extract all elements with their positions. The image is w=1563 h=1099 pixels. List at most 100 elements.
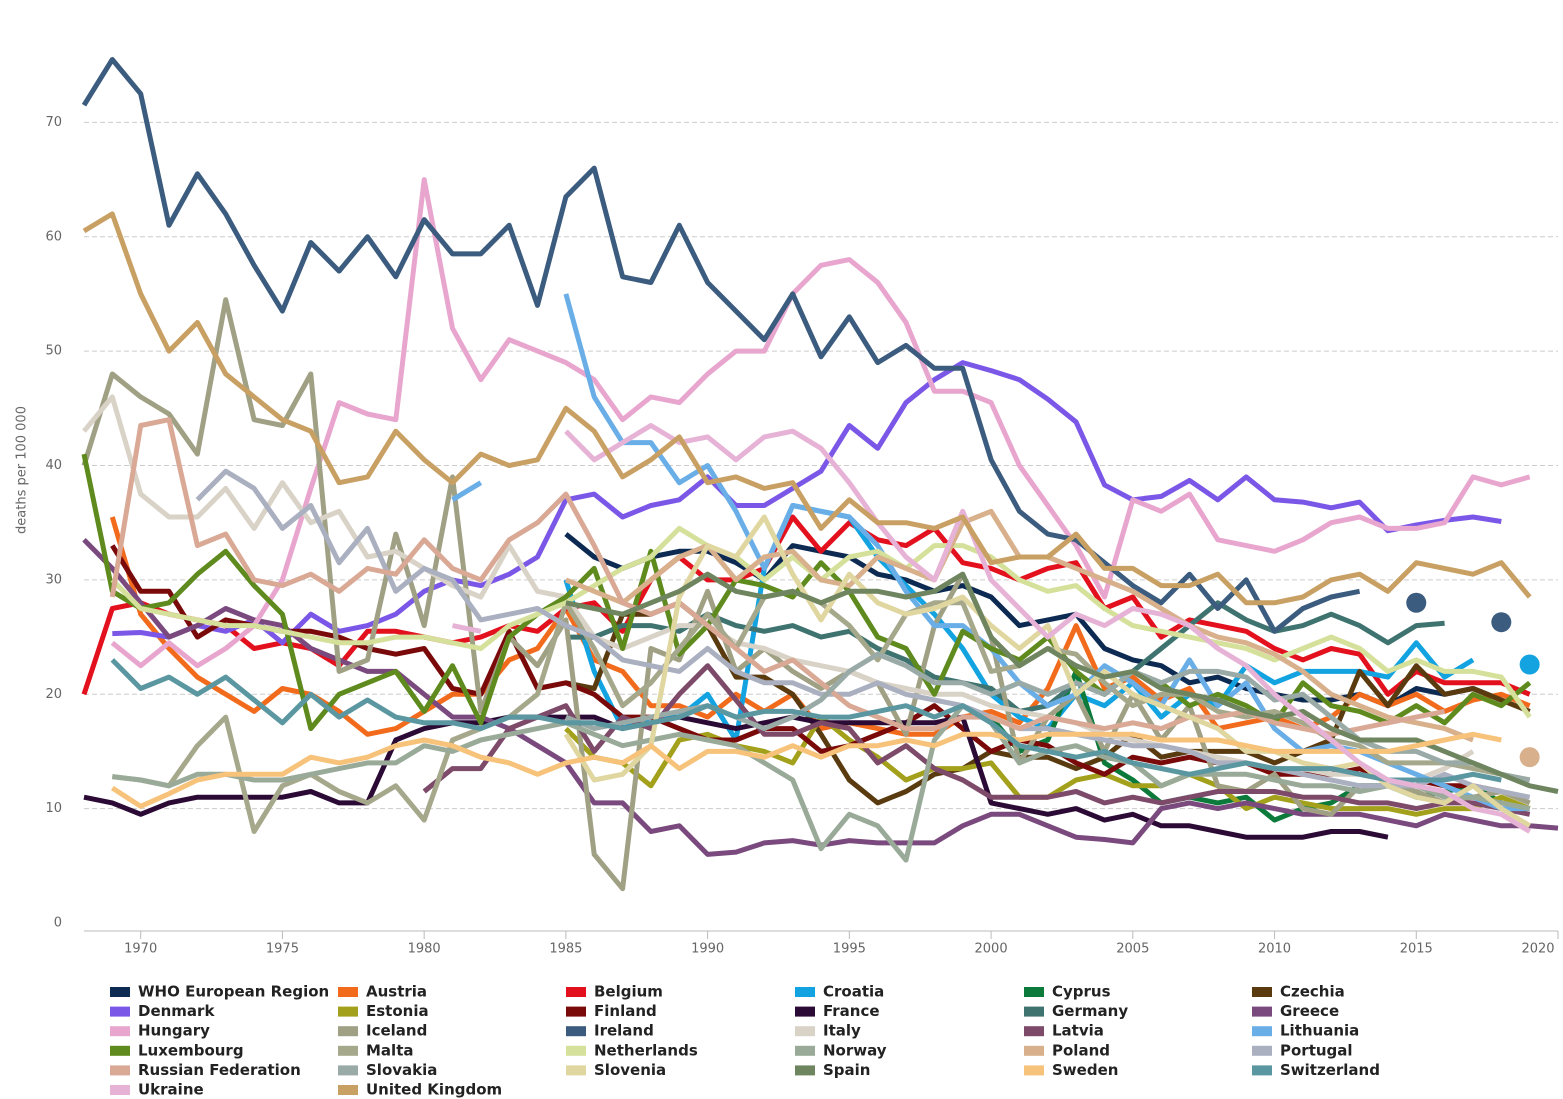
- legend-label: Switzerland: [1280, 1061, 1380, 1079]
- legend-swatch: [795, 1006, 815, 1017]
- series: [565, 600, 1531, 806]
- legend-swatch: [338, 1045, 358, 1056]
- series: [81, 297, 1531, 892]
- line: [109, 417, 1446, 737]
- y-tick-label: 50: [45, 344, 62, 359]
- line: [451, 480, 483, 502]
- x-tick-label: 1995: [833, 942, 866, 957]
- line: [110, 544, 1502, 794]
- series: [195, 468, 1531, 800]
- legend-label: Norway: [823, 1041, 887, 1059]
- x-tick-label: 1990: [691, 942, 724, 957]
- line: [81, 57, 1361, 634]
- line: [565, 571, 1559, 794]
- x-tick-label: 2005: [1116, 942, 1149, 957]
- line: [565, 600, 1531, 806]
- legend-swatch: [1252, 1065, 1272, 1076]
- legend-label: Cyprus: [1052, 983, 1111, 1001]
- line: [83, 714, 1389, 840]
- point: [1519, 747, 1540, 768]
- legend-swatch: [795, 1045, 815, 1056]
- legend-swatch: [566, 987, 586, 997]
- legend-swatch: [795, 987, 815, 997]
- legend-label: United Kingdom: [366, 1081, 502, 1099]
- series: [82, 211, 1532, 606]
- x-tick-label: 2010: [1258, 942, 1291, 957]
- legend-swatch: [110, 1045, 130, 1056]
- legend-swatch: [338, 1026, 358, 1037]
- legend-swatch: [1252, 1045, 1272, 1056]
- line: [110, 177, 1531, 669]
- legend-swatch: [1024, 1065, 1044, 1076]
- legend-swatch: [566, 1006, 586, 1017]
- legend-label: Lithuania: [1280, 1022, 1359, 1040]
- legend-swatch: [566, 1045, 586, 1056]
- x-tick-label: 1985: [549, 942, 582, 957]
- series: [112, 360, 1502, 646]
- line: [82, 211, 1532, 606]
- legend-label: Russian Federation: [138, 1061, 301, 1079]
- legend-label: Poland: [1052, 1041, 1110, 1059]
- x-tick-label: 1980: [408, 942, 441, 957]
- legend-swatch: [795, 1065, 815, 1076]
- x-tick-label: 2015: [1400, 942, 1433, 957]
- legend-label: Belgium: [594, 983, 663, 1001]
- legend-label: Portugal: [1280, 1041, 1353, 1059]
- legend-label: Italy: [823, 1022, 861, 1040]
- series: [110, 658, 1502, 783]
- legend-label: Germany: [1052, 1002, 1128, 1020]
- legend-swatch: [338, 987, 358, 997]
- line: [112, 703, 1531, 863]
- legend-swatch: [566, 1065, 586, 1076]
- legend-swatch: [795, 1026, 815, 1037]
- legend-label: Sweden: [1052, 1061, 1118, 1079]
- legend-label: Estonia: [366, 1002, 429, 1020]
- legend-swatch: [338, 1085, 358, 1095]
- line: [564, 714, 1531, 817]
- legend-label: Denmark: [138, 1002, 215, 1020]
- line: [195, 468, 1531, 800]
- legend-swatch: [1252, 987, 1272, 997]
- legend-label: Ukraine: [138, 1081, 204, 1099]
- legend-label: Slovakia: [366, 1061, 437, 1079]
- y-tick-label: 0: [54, 916, 62, 931]
- point: [1406, 592, 1427, 613]
- series: [110, 544, 1502, 794]
- legend-label: Greece: [1280, 1002, 1339, 1020]
- point: [1519, 654, 1540, 675]
- legend-swatch: [110, 1026, 130, 1037]
- legend-label: Latvia: [1052, 1022, 1104, 1040]
- series: [110, 731, 1502, 809]
- legend-swatch: [338, 1006, 358, 1017]
- legend-label: Ireland: [594, 1022, 654, 1040]
- series: [110, 177, 1531, 669]
- legend-swatch: [1024, 1006, 1044, 1017]
- legend-swatch: [1024, 1026, 1044, 1037]
- series: [81, 57, 1512, 634]
- legend-label: Spain: [823, 1061, 870, 1079]
- y-tick-label: 20: [45, 687, 62, 702]
- series: [112, 703, 1531, 863]
- legend-swatch: [1024, 1045, 1044, 1056]
- series: [564, 714, 1531, 817]
- legend-label: France: [823, 1002, 880, 1020]
- legend-label: Netherlands: [594, 1041, 698, 1059]
- y-tick-label: 60: [45, 229, 62, 244]
- legend-label: Czechia: [1280, 983, 1345, 1001]
- legend-swatch: [110, 1006, 130, 1017]
- series: [83, 714, 1389, 840]
- line: [564, 423, 1531, 834]
- y-tick-label: 30: [45, 572, 62, 587]
- legend-swatch: [338, 1065, 358, 1076]
- legend-label: Finland: [594, 1002, 657, 1020]
- legend-label: Austria: [366, 983, 427, 1001]
- legend-swatch: [1024, 987, 1044, 997]
- x-tick-label: 2020: [1521, 942, 1554, 957]
- y-axis-label: deaths per 100 000: [15, 406, 30, 534]
- legend-swatch: [110, 987, 130, 997]
- line: [110, 658, 1502, 783]
- x-tick-label: 1975: [266, 942, 299, 957]
- legend-swatch: [1252, 1006, 1272, 1017]
